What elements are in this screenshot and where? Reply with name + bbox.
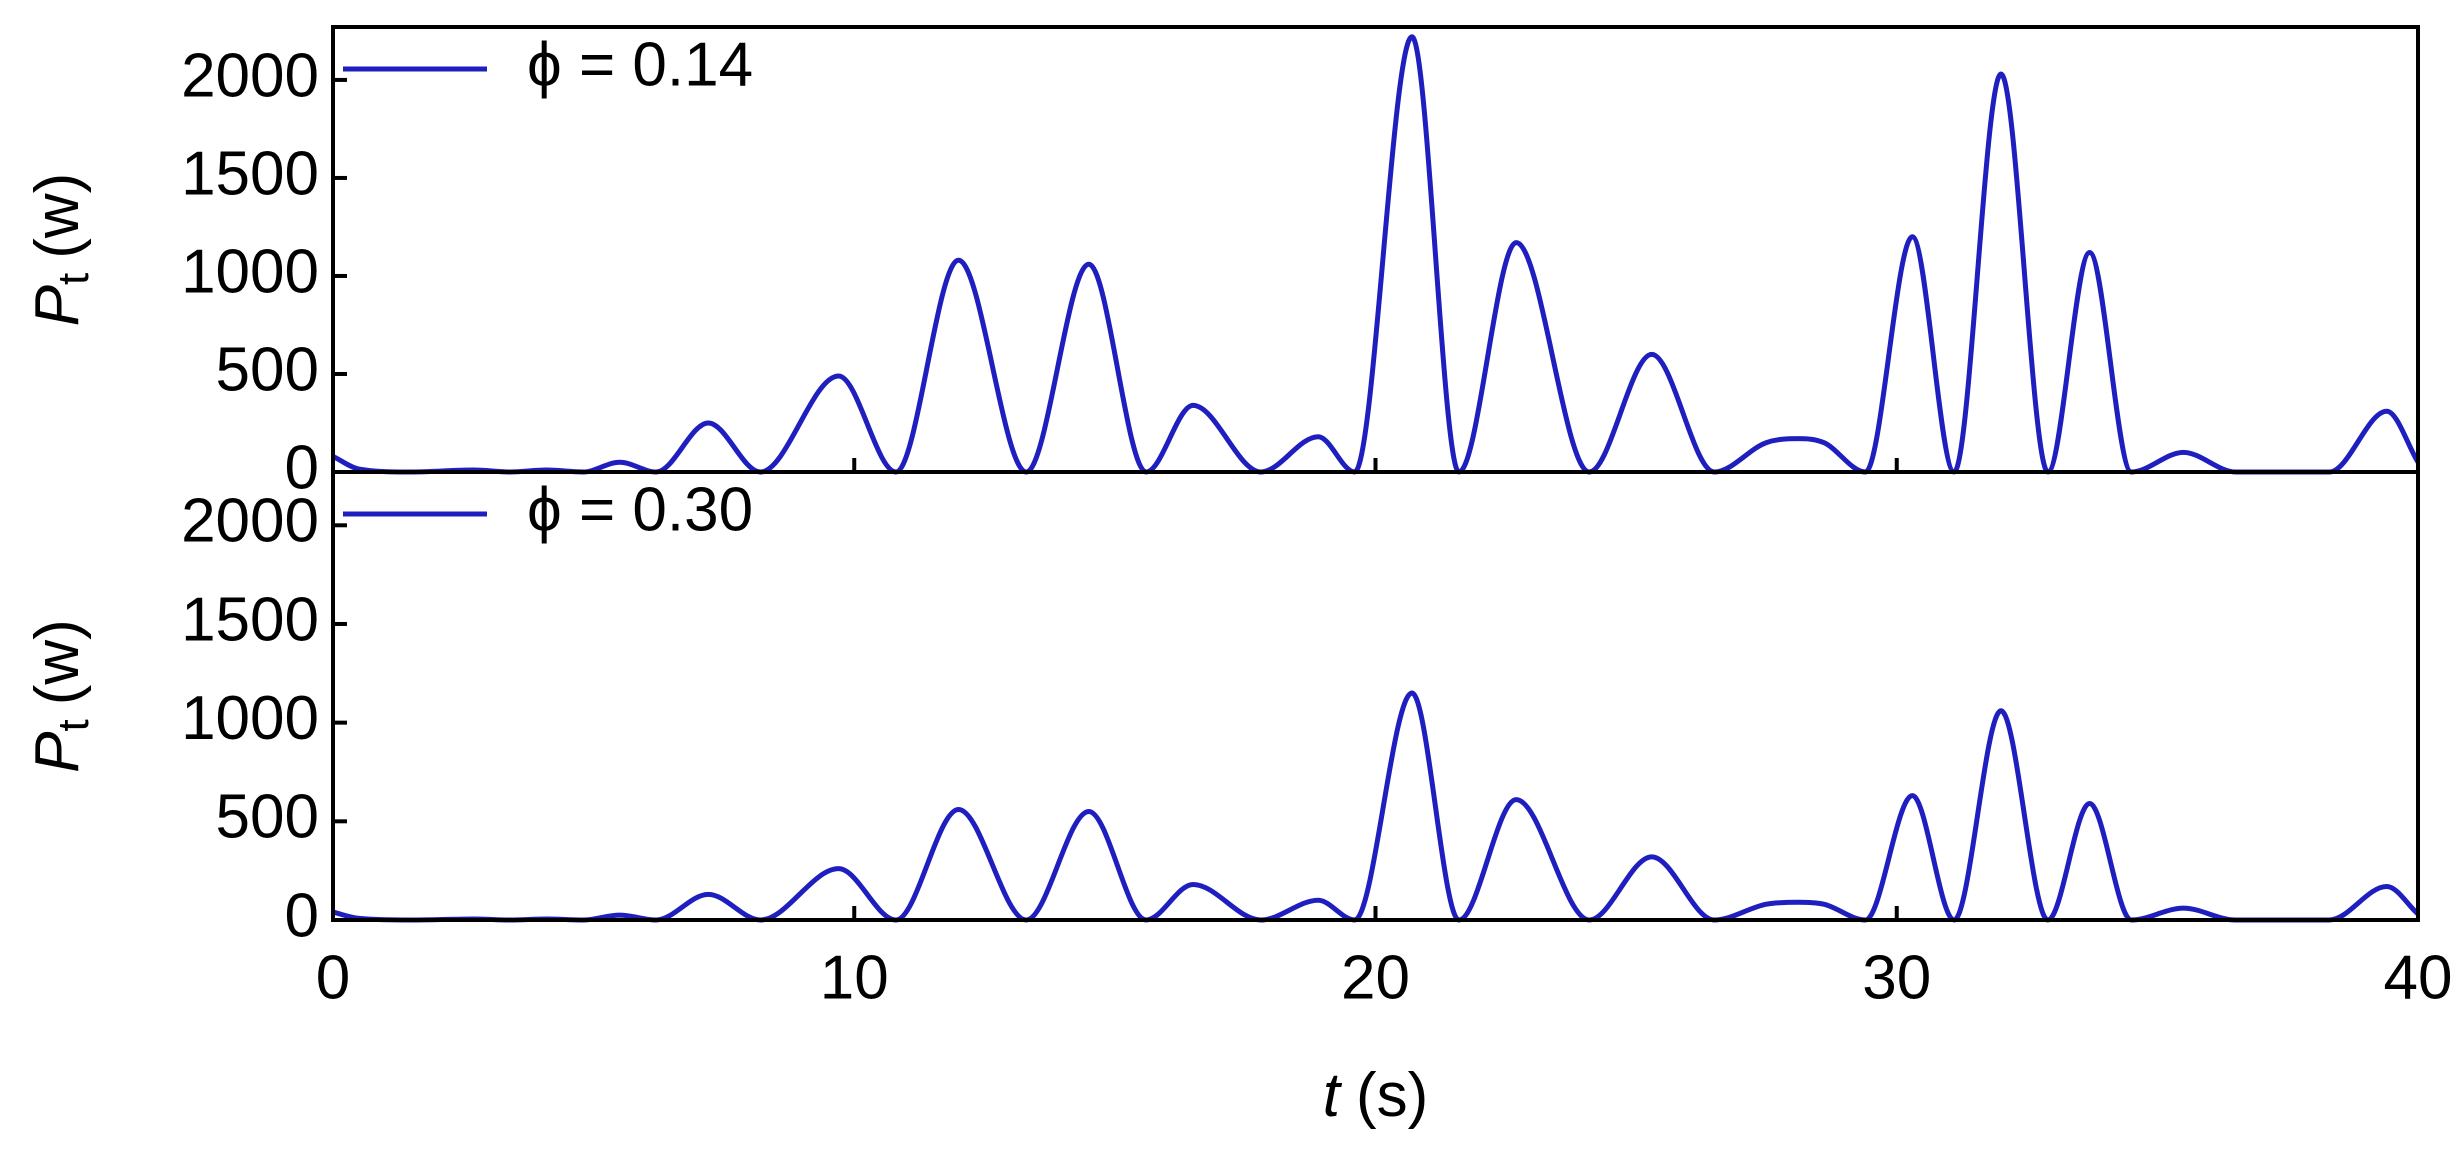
y-tick-label: 500 xyxy=(216,335,319,404)
x-tick-label: 20 xyxy=(1341,943,1410,1012)
x-tick-label: 10 xyxy=(820,943,889,1012)
y-label-unit: (w) xyxy=(23,619,92,705)
y-tick-label: 0 xyxy=(285,881,319,950)
y-axis-label: Pt (w) xyxy=(23,619,97,773)
y-label-unit: (w) xyxy=(23,173,92,259)
y-tick-label: 2000 xyxy=(181,41,319,110)
data-line xyxy=(332,690,2420,923)
panel: ϕ = 0.14 0 500 1000 1500 2000 Pt (w) xyxy=(23,25,2421,502)
x-tick-label: 0 xyxy=(316,943,350,1012)
x-label-symbol: t xyxy=(1323,1061,1343,1130)
y-axis-label: Pt (w) xyxy=(23,173,97,327)
legend-label: ϕ = 0.14 xyxy=(527,30,753,99)
y-label-subscript: t xyxy=(49,273,98,285)
y-tick-label: 2000 xyxy=(181,487,319,556)
data-line xyxy=(331,34,2421,475)
y-tick-label: 500 xyxy=(216,783,319,852)
y-label-symbol: P xyxy=(23,731,92,772)
legend-label: ϕ = 0.30 xyxy=(527,475,753,544)
y-tick-label: 1500 xyxy=(181,139,319,208)
y-tick-label: 1000 xyxy=(181,684,319,753)
y-tick-label: 0 xyxy=(285,433,319,502)
x-tick-label: 30 xyxy=(1862,943,1931,1012)
y-tick-label: 1000 xyxy=(181,237,319,306)
y-tick-label: 1500 xyxy=(181,585,319,654)
x-axis-label: t (s) xyxy=(1323,1061,1429,1130)
x-label-unit: (s) xyxy=(1356,1061,1428,1130)
y-label-subscript: t xyxy=(49,719,98,731)
x-tick-label: 40 xyxy=(2384,943,2453,1012)
y-label-symbol: P xyxy=(23,285,92,326)
